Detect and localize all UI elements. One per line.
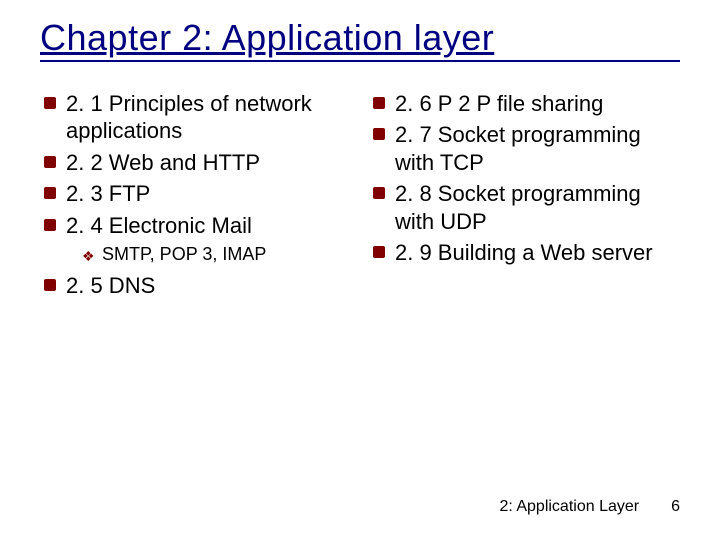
square-bullet-icon [44, 219, 56, 231]
list-item: 2. 8 Socket programming with UDP [369, 180, 680, 235]
footer-label: 2: Application Layer [499, 498, 639, 516]
square-bullet-icon [373, 246, 385, 258]
list-item: 2. 5 DNS [40, 272, 351, 300]
slide-title: Chapter 2: Application layer [40, 18, 680, 62]
page-number: 6 [671, 498, 680, 516]
list-item-text: 2. 1 Principles of network applications [66, 91, 312, 144]
left-column: 2. 1 Principles of network applications … [40, 90, 351, 304]
list-item-text: 2. 3 FTP [66, 181, 150, 206]
list-item: 2. 3 FTP [40, 180, 351, 208]
list-item-text: 2. 2 Web and HTTP [66, 150, 260, 175]
square-bullet-icon [373, 128, 385, 140]
list-item-text: 2. 5 DNS [66, 273, 155, 298]
sublist-item: ❖ SMTP, POP 3, IMAP [40, 243, 351, 266]
square-bullet-icon [373, 187, 385, 199]
list-item: 2. 7 Socket programming with TCP [369, 121, 680, 176]
footer: 2: Application Layer 6 [499, 498, 680, 516]
list-item-text: 2. 7 Socket programming with TCP [395, 122, 641, 175]
list-item: 2. 4 Electronic Mail [40, 212, 351, 240]
list-item: 2. 6 P 2 P file sharing [369, 90, 680, 118]
list-item-text: 2. 9 Building a Web server [395, 240, 653, 265]
list-item: 2. 2 Web and HTTP [40, 149, 351, 177]
square-bullet-icon [44, 156, 56, 168]
list-item-text: 2. 8 Socket programming with UDP [395, 181, 641, 234]
list-item-text: 2. 6 P 2 P file sharing [395, 91, 603, 116]
right-column: 2. 6 P 2 P file sharing 2. 7 Socket prog… [369, 90, 680, 304]
slide: Chapter 2: Application layer 2. 1 Princi… [0, 0, 720, 540]
list-item-text: 2. 4 Electronic Mail [66, 213, 252, 238]
diamond-bullet-icon: ❖ [82, 247, 95, 265]
list-item: 2. 9 Building a Web server [369, 239, 680, 267]
list-item: 2. 1 Principles of network applications [40, 90, 351, 145]
content-columns: 2. 1 Principles of network applications … [40, 90, 680, 304]
square-bullet-icon [373, 97, 385, 109]
sublist-item-text: SMTP, POP 3, IMAP [102, 244, 266, 264]
square-bullet-icon [44, 97, 56, 109]
square-bullet-icon [44, 279, 56, 291]
square-bullet-icon [44, 187, 56, 199]
